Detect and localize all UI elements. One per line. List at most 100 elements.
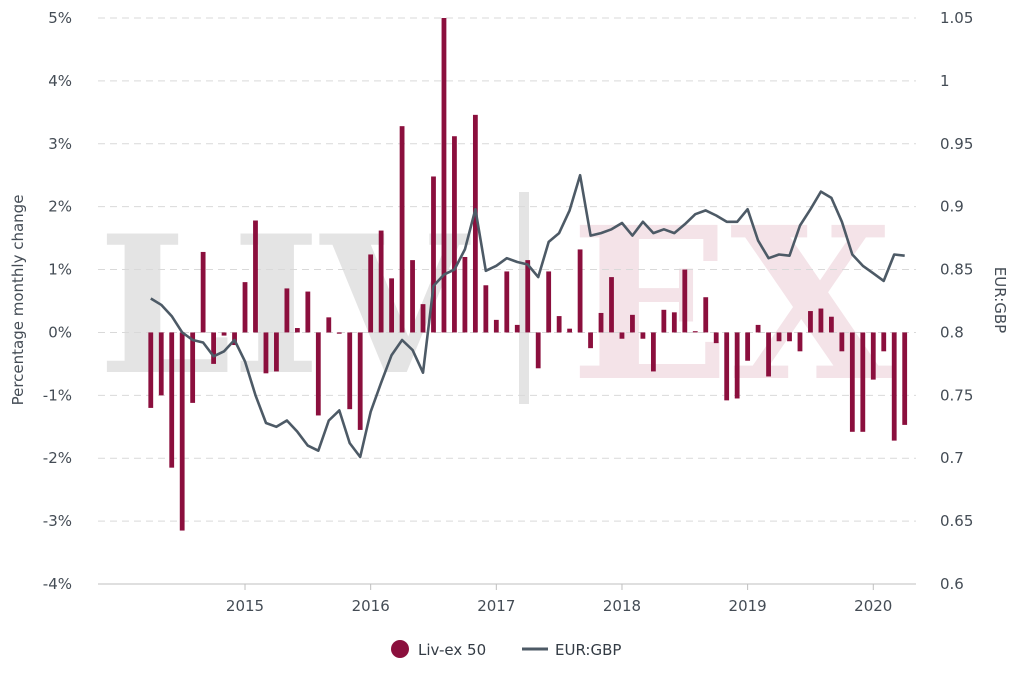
liv-ex-50-bar: [609, 277, 614, 333]
liv-ex-50-bar: [399, 126, 405, 333]
liv-ex-50-bar: [347, 332, 353, 410]
left-tick-label: 5%: [48, 9, 72, 27]
liv-ex-50-bar: [284, 288, 290, 333]
liv-ex-50-bar: [200, 251, 206, 333]
liv-ex-50-bar: [472, 114, 478, 333]
watermark-ex-text: EX: [570, 181, 893, 428]
grid-lines: [98, 17, 916, 585]
eur-gbp-line-group: [150, 173, 905, 459]
liv-ex-50-bar: [640, 332, 646, 339]
liv-ex-50-bar: [839, 332, 845, 352]
left-tick-label: -3%: [43, 512, 72, 530]
x-tick-label: 2016: [352, 597, 390, 615]
liv-ex-50-bar: [577, 249, 583, 333]
watermark-divider: [519, 192, 529, 404]
liv-ex-50-bar: [891, 332, 897, 441]
liv-ex-50-bar: [630, 314, 635, 333]
right-tick-label: 0.8: [940, 323, 964, 341]
liv-ex-50-bar: [294, 328, 300, 333]
right-axis-title: EUR:GBP: [991, 267, 1009, 333]
liv-ex-50-bar: [556, 316, 562, 333]
liv-ex-50-bar: [336, 332, 342, 334]
legend-eur-gbp-label: EUR:GBP: [555, 641, 621, 659]
liv-ex-50-bars: [148, 18, 908, 531]
eur-gbp-line: [150, 173, 905, 459]
left-tick-label: 2%: [48, 198, 72, 216]
liv-ex-50-bar: [902, 332, 908, 425]
liv-ex-50-bar: [682, 269, 688, 333]
liv-ex-50-bar: [483, 285, 489, 333]
liv-ex-50-bar: [158, 332, 164, 396]
legend-liv-ex-50-label: Liv-ex 50: [418, 641, 486, 659]
liv-ex-50-bar: [661, 309, 667, 333]
liv-ex-50-bar: [378, 230, 384, 333]
liv-ex-50-bar: [766, 332, 771, 377]
liv-ex-50-bar: [305, 291, 311, 333]
liv-ex-50-bar: [734, 332, 740, 399]
liv-ex-50-bar: [724, 332, 730, 401]
left-axis-title: Percentage monthly change: [9, 195, 27, 406]
left-tick-label: -4%: [43, 575, 72, 593]
right-tick-label: 1: [940, 72, 950, 90]
liv-ex-50-bar: [650, 332, 656, 372]
liv-ex-50-bar: [588, 332, 593, 349]
liv-ex-50-bar: [598, 312, 604, 333]
left-tick-label: 1%: [48, 261, 72, 279]
liv-ex-50-bar: [357, 332, 363, 430]
liv-ex-50-bar: [211, 332, 217, 364]
liv-ex-50-bar: [870, 332, 876, 380]
right-tick-label: 0.95: [940, 135, 973, 153]
x-tick-label: 2018: [603, 597, 641, 615]
liv-ex-50-bar: [692, 331, 698, 333]
liv-ex-50-bar: [253, 220, 258, 333]
liv-ex-50-bar: [619, 332, 625, 339]
liv-ex-50-bar: [514, 324, 520, 333]
liv-ex-50-bar: [745, 332, 751, 361]
liv-ex-50-bar: [441, 18, 447, 333]
legend: Liv-ex 50 EUR:GBP: [391, 640, 621, 659]
left-tick-label: 3%: [48, 135, 72, 153]
liv-ex-50-bar: [263, 332, 269, 374]
liv-ex-50-bar: [452, 136, 457, 333]
liv-ex-50-bar: [525, 260, 531, 333]
liv-ex-50-bar: [190, 332, 196, 403]
liv-ex-50-bar: [420, 304, 426, 333]
liv-ex-50-bar: [713, 332, 719, 344]
liv-ex-50-bar: [546, 271, 552, 333]
right-axis-ticks: 1.05 1 0.95 0.9 0.85 0.8 0.75 0.7 0.65 0.6: [940, 9, 973, 593]
liv-ex-50-bar: [755, 324, 761, 333]
liv-ex-50-bar: [567, 328, 573, 333]
liv-ex-50-bar: [849, 332, 855, 432]
x-tick-label: 2019: [729, 597, 767, 615]
liv-ex-50-bar: [462, 256, 468, 333]
right-tick-label: 0.75: [940, 386, 973, 404]
right-tick-label: 1.05: [940, 9, 973, 27]
legend-liv-ex-50-marker: [391, 640, 409, 658]
liv-ex-50-bar: [221, 332, 227, 336]
left-axis-ticks: 5% 4% 3% 2% 1% 0% -1% -2% -3% -4%: [43, 9, 72, 593]
right-tick-label: 0.6: [940, 575, 964, 593]
right-tick-label: 0.85: [940, 261, 973, 279]
liv-ex-50-bar: [315, 332, 321, 416]
x-tick-label: 2017: [477, 597, 515, 615]
liv-ex-50-bar: [389, 278, 395, 333]
liv-ex-50-bar: [703, 297, 709, 333]
liv-ex-50-bar: [818, 308, 824, 333]
liv-ex-50-bar: [169, 332, 175, 468]
x-axis-ticks: 2015 2016 2017 2018 2019 2020: [226, 584, 892, 615]
liv-ex-watermark: LIV EX: [98, 181, 893, 428]
right-tick-label: 0.65: [940, 512, 973, 530]
x-tick-label: 2015: [226, 597, 264, 615]
liv-ex-50-bar: [242, 282, 248, 333]
x-tick-label: 2020: [854, 597, 892, 615]
liv-ex-50-bar: [828, 316, 834, 333]
liv-ex-50-bar: [504, 271, 510, 333]
liv-ex-50-bar: [148, 332, 154, 408]
left-tick-label: 0%: [48, 323, 72, 341]
liv-ex-50-bar: [410, 260, 415, 333]
liv-ex-50-bar: [431, 176, 436, 333]
left-tick-label: -2%: [43, 449, 72, 467]
liv-ex-50-bar: [787, 332, 792, 342]
right-tick-label: 0.7: [940, 449, 964, 467]
liv-ex-50-bar: [493, 319, 499, 333]
